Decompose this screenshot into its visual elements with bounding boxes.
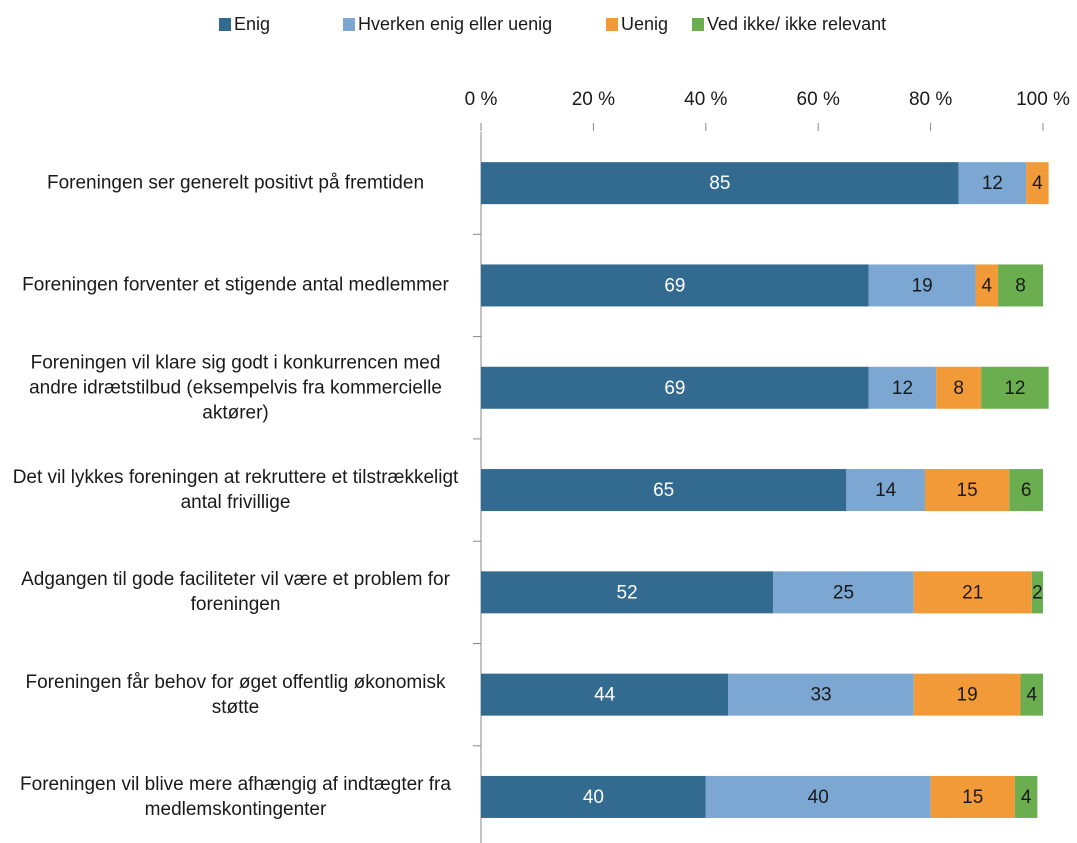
data-label: 25 xyxy=(833,582,854,603)
data-label: 85 xyxy=(709,173,730,194)
data-label: 15 xyxy=(962,787,983,808)
x-tick-label: 80 % xyxy=(909,89,952,110)
bar-segment xyxy=(924,469,1010,512)
category-label: Foreningen vil klare sig godt i konkurre… xyxy=(29,352,442,424)
data-label: 6 xyxy=(1021,480,1032,501)
bar-segment xyxy=(868,264,976,307)
legend-label: Uenig xyxy=(621,14,668,34)
legend-swatch xyxy=(692,18,704,31)
bar-segment xyxy=(705,775,931,818)
x-tick-label: 100 % xyxy=(1016,89,1070,110)
category-label: Foreningen forventer et stigende antal m… xyxy=(22,274,449,296)
bar-segment xyxy=(481,366,869,409)
bar-segment xyxy=(481,571,774,614)
x-tick-label: 40 % xyxy=(684,89,727,110)
x-tick-label: 20 % xyxy=(572,89,615,110)
data-label: 69 xyxy=(664,378,685,399)
legend-label: Ved ikke/ ikke relevant xyxy=(707,14,886,34)
legend-swatch xyxy=(343,18,355,31)
data-label: 33 xyxy=(810,685,831,706)
bar-segment xyxy=(481,775,706,818)
legend-swatch xyxy=(606,18,618,31)
data-label: 69 xyxy=(664,275,685,296)
legend-label: Hverken enig eller uenig xyxy=(358,14,552,34)
category-label: Det vil lykkes foreningen at rekruttere … xyxy=(12,467,459,514)
x-tick-label: 60 % xyxy=(797,89,840,110)
bar-segment xyxy=(481,673,729,716)
data-label: 4 xyxy=(1021,787,1032,808)
data-label: 65 xyxy=(653,480,674,501)
bar-segment xyxy=(981,366,1049,409)
bar-segment xyxy=(958,162,1027,205)
category-label: Adgangen til gode faciliteter vil være e… xyxy=(21,569,450,616)
bar-segment xyxy=(1009,469,1043,512)
bar-segment xyxy=(728,673,914,716)
data-label: 40 xyxy=(583,787,604,808)
data-label: 12 xyxy=(982,173,1003,194)
data-label: 21 xyxy=(962,582,983,603)
x-tick-label: 0 % xyxy=(465,89,498,110)
data-label: 2 xyxy=(1032,582,1043,603)
data-label: 12 xyxy=(1004,378,1025,399)
data-label: 4 xyxy=(982,275,993,296)
data-label: 15 xyxy=(957,480,978,501)
data-label: 14 xyxy=(875,480,897,501)
bar-segment xyxy=(998,264,1043,307)
data-label: 52 xyxy=(617,582,638,603)
data-label: 4 xyxy=(1026,685,1037,706)
bar-segment xyxy=(930,775,1015,818)
bar-segment xyxy=(773,571,914,614)
bar-segment xyxy=(868,366,937,409)
legend-label: Enig xyxy=(234,14,270,34)
bar-segment xyxy=(1020,673,1043,716)
data-label: 8 xyxy=(953,378,964,399)
data-label: 40 xyxy=(808,787,829,808)
category-label: Foreningen vil blive mere afhængig af in… xyxy=(20,773,451,820)
bar-segment xyxy=(1026,162,1049,205)
data-label: 12 xyxy=(892,378,913,399)
data-label: 8 xyxy=(1015,275,1026,296)
data-label: 19 xyxy=(957,685,978,706)
legend-swatch xyxy=(219,18,231,31)
bar-segment xyxy=(1031,571,1043,614)
data-label: 44 xyxy=(594,685,616,706)
bar-segment xyxy=(913,571,1032,614)
category-label: Foreningen ser generelt positivt på frem… xyxy=(46,172,425,194)
bar-segment xyxy=(846,469,925,512)
bar-segment xyxy=(481,469,847,512)
bar-segment xyxy=(1014,775,1038,818)
bar-segment xyxy=(913,673,1021,716)
bar-segment xyxy=(481,162,959,205)
bar-segment xyxy=(975,264,999,307)
data-label: 19 xyxy=(912,275,933,296)
data-label: 4 xyxy=(1032,173,1043,194)
category-label: Foreningen får behov for øget offentlig … xyxy=(25,671,446,718)
bar-segment xyxy=(481,264,869,307)
bar-segment xyxy=(936,366,982,409)
